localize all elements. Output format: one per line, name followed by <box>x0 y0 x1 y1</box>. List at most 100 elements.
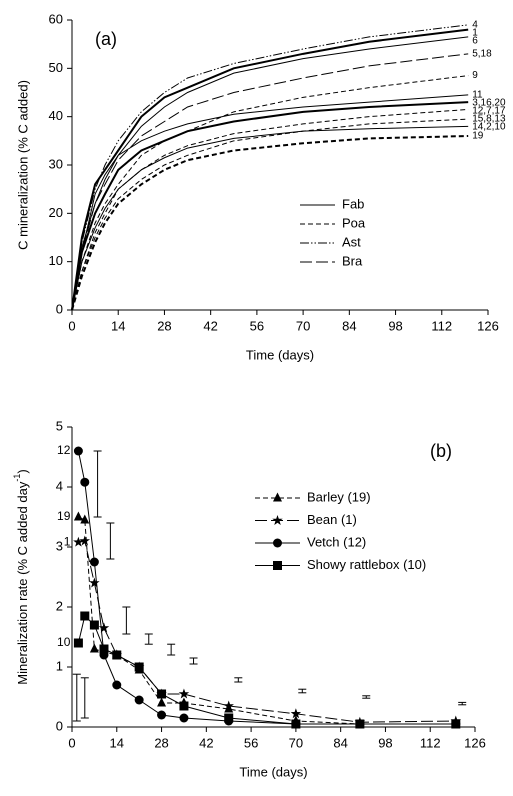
point-label: 5,18 <box>472 48 492 59</box>
x-tick-label: 14 <box>111 318 125 333</box>
point-label: 15,8,13 <box>472 114 506 125</box>
y-axis-label: Mineralization rate (% C added day-1) <box>12 469 30 684</box>
x-tick-label: 56 <box>250 318 264 333</box>
error-bar <box>106 522 115 560</box>
error-bar <box>189 657 198 665</box>
marker <box>73 638 83 648</box>
point-label: 19 <box>472 131 484 142</box>
marker <box>112 680 122 690</box>
marker <box>98 622 110 633</box>
error-bar <box>458 701 467 706</box>
y-tick-label: 3 <box>56 538 63 553</box>
y-tick-label: 1 <box>56 658 63 673</box>
point-label: 10 <box>57 635 71 649</box>
series-line <box>71 135 469 311</box>
marker <box>157 710 167 720</box>
series-line <box>71 36 469 311</box>
marker <box>79 535 91 546</box>
y-axis-label-close: ) <box>15 469 30 473</box>
error-bar <box>93 450 102 518</box>
legend-label: Bean (1) <box>307 512 357 527</box>
x-tick-label: 42 <box>203 318 217 333</box>
point-label: 12 <box>57 443 71 457</box>
point-label: 3,16,20 <box>472 98 506 109</box>
marker <box>80 514 90 524</box>
legend-marker <box>273 561 282 570</box>
marker <box>73 511 83 521</box>
series-line <box>71 75 469 311</box>
legend-marker <box>272 515 283 525</box>
series-line <box>71 28 469 311</box>
x-tick-label: 84 <box>342 318 356 333</box>
x-tick-label: 0 <box>68 735 75 750</box>
legend-marker <box>273 492 282 502</box>
marker <box>73 446 83 456</box>
y-tick-label: 20 <box>49 205 63 220</box>
y-tick-label: 40 <box>49 108 63 123</box>
series-line <box>71 125 469 311</box>
marker <box>89 557 99 567</box>
x-axis-label: Time (days) <box>239 764 307 779</box>
marker <box>451 719 461 729</box>
series-line <box>71 53 469 311</box>
x-tick-label: 112 <box>431 318 452 333</box>
legend-marker <box>273 538 282 548</box>
legend-label: Vetch (12) <box>307 534 366 549</box>
x-tick-label: 0 <box>68 318 75 333</box>
x-tick-label: 70 <box>289 735 303 750</box>
point-label: 12,7,17 <box>472 106 506 117</box>
error-bar <box>144 633 153 645</box>
marker <box>355 719 365 729</box>
marker <box>89 577 100 588</box>
error-bar <box>298 688 307 694</box>
legend-label: Bra <box>342 253 363 268</box>
y-tick-label: 4 <box>56 478 63 493</box>
marker <box>89 620 99 630</box>
y-axis-label-text: Mineralization rate (% C added day <box>15 481 30 685</box>
error-bar <box>72 673 81 722</box>
series-line <box>71 94 469 311</box>
series-line <box>77 450 456 725</box>
error-bar <box>362 695 371 699</box>
marker <box>223 700 234 711</box>
marker <box>224 713 234 723</box>
marker <box>112 650 122 660</box>
marker <box>157 689 167 699</box>
x-tick-label: 56 <box>244 735 258 750</box>
point-label: 11 <box>472 90 483 101</box>
y-tick-label: 2 <box>56 598 63 613</box>
marker <box>80 477 90 487</box>
x-tick-label: 112 <box>420 735 441 750</box>
marker <box>80 611 90 621</box>
legend-label: Showy rattlebox (10) <box>307 557 426 572</box>
marker <box>89 643 99 653</box>
marker <box>179 701 189 711</box>
x-axis-label: Time (days) <box>246 347 314 362</box>
point-label: 4 <box>472 19 478 30</box>
y-tick-label: 0 <box>56 301 63 316</box>
point-label: 6 <box>472 35 478 46</box>
x-tick-label: 98 <box>378 735 392 750</box>
marker <box>178 688 190 699</box>
series-line <box>71 108 469 311</box>
marker <box>291 719 301 729</box>
y-tick-label: 50 <box>49 60 63 75</box>
x-tick-label: 98 <box>388 318 402 333</box>
error-bar <box>80 677 89 719</box>
x-tick-label: 126 <box>464 735 486 750</box>
x-tick-label: 28 <box>154 735 168 750</box>
series-line <box>78 516 456 725</box>
marker <box>134 695 144 705</box>
point-label: 9 <box>472 70 478 81</box>
point-label: 19 <box>57 509 71 523</box>
marker <box>73 536 84 547</box>
panel-label: (a) <box>95 29 117 49</box>
series-line <box>71 101 469 311</box>
point-label: 1 <box>64 534 71 548</box>
x-tick-label: 126 <box>477 318 499 333</box>
y-tick-label: 30 <box>49 156 63 171</box>
marker <box>134 662 144 672</box>
legend-label: Barley (19) <box>307 489 371 504</box>
x-tick-label: 14 <box>110 735 124 750</box>
